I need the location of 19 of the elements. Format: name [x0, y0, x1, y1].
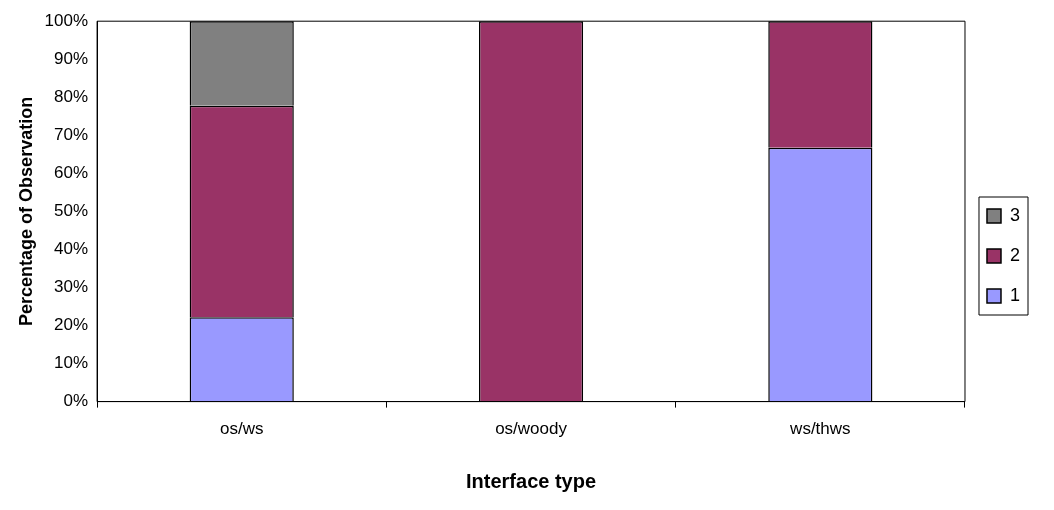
x-tick-label: ws/thws: [789, 419, 851, 439]
y-tick-label: 70%: [54, 125, 89, 145]
y-tick-label: 90%: [54, 48, 89, 68]
x-axis-title: Interface type: [466, 469, 597, 492]
legend-label: 1: [1009, 284, 1020, 305]
y-tick-label: 80%: [54, 86, 89, 106]
legend-label: 3: [1009, 204, 1020, 225]
y-tick-label: 50%: [54, 201, 89, 221]
x-tick-label: os/ws: [220, 419, 264, 439]
y-axis-title: Percentage of Observation: [15, 96, 36, 326]
y-tick-label: 30%: [54, 277, 89, 297]
y-tick-label: 100%: [44, 10, 89, 30]
legend-label: 2: [1009, 244, 1020, 265]
y-tick-label: 60%: [54, 163, 89, 183]
y-tick-label: 40%: [54, 239, 89, 259]
y-tick-label: 20%: [54, 315, 89, 335]
x-tick-label: os/woody: [495, 419, 568, 439]
y-tick-label: 0%: [63, 391, 89, 411]
y-tick-label: 10%: [54, 353, 89, 373]
